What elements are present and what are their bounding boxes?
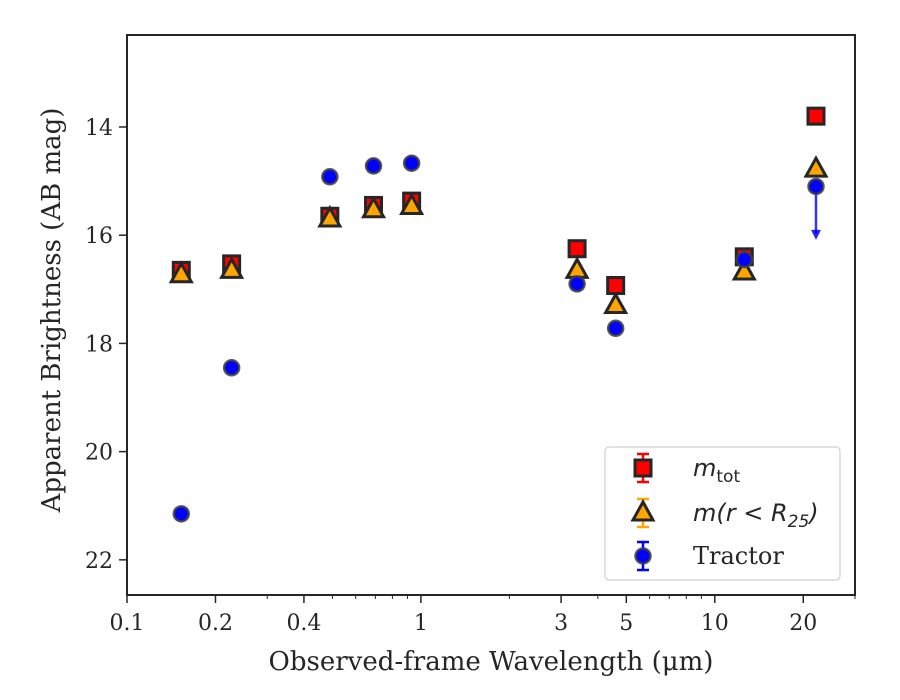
data-point	[606, 319, 625, 338]
data-point	[807, 177, 825, 240]
y-tick-label: 16	[85, 224, 113, 249]
x-tick-label: 0.1	[110, 611, 145, 636]
legend: mtot m(r < R25) Tractor	[604, 446, 841, 581]
legend-label: mtot	[693, 454, 740, 487]
marker-square	[567, 239, 587, 259]
marker-circle	[222, 359, 241, 377]
y-tick-label: 18	[85, 332, 113, 357]
series-triangle	[168, 155, 829, 315]
series-square	[171, 106, 826, 296]
marker-circle	[321, 168, 339, 186]
marker-triangle	[360, 195, 387, 219]
marker-circle	[172, 505, 191, 523]
marker-triangle	[564, 256, 590, 279]
marker-square	[606, 276, 626, 296]
marker-circle	[364, 157, 383, 175]
marker-square	[633, 458, 653, 478]
legend-entry: mtot	[633, 452, 740, 487]
marker-triangle	[219, 256, 245, 279]
data-point	[731, 257, 757, 281]
data-point	[806, 106, 826, 126]
marker-triangle	[731, 257, 757, 281]
marker-circle	[634, 547, 652, 565]
data-point	[317, 204, 343, 228]
data-point	[603, 291, 629, 315]
marker-circle	[606, 319, 625, 338]
data-point	[567, 239, 587, 259]
y-axis-title: Apparent Brightness (AB mag)	[37, 108, 67, 514]
x-axis-title: Observed-frame Wavelength (μm)	[269, 647, 714, 677]
marker-triangle	[630, 498, 656, 522]
x-tick-label: 3	[554, 611, 568, 636]
data-point	[222, 359, 241, 377]
data-point	[735, 250, 754, 269]
marker-triangle	[399, 192, 425, 216]
upper-limit-arrowhead	[810, 229, 821, 240]
data-point	[360, 195, 387, 219]
marker-square	[806, 106, 826, 126]
data-point	[172, 505, 191, 523]
y-tick-label: 14	[85, 116, 113, 141]
marker-triangle	[603, 291, 629, 315]
plot-frame	[126, 34, 856, 596]
x-tick-label: 1	[414, 611, 428, 636]
marker-triangle	[803, 155, 829, 178]
marker-circle	[568, 275, 586, 293]
marker-circle	[807, 177, 825, 196]
data-point	[606, 276, 626, 296]
data-point	[364, 157, 383, 175]
data-marks	[168, 106, 829, 523]
plot-area	[126, 34, 856, 596]
legend-entry: Tractor	[634, 540, 784, 572]
legend-label: m(r < R25)	[693, 499, 819, 532]
y-tick-label: 20	[85, 441, 113, 466]
legend-label: Tractor	[693, 542, 784, 570]
data-point	[564, 256, 590, 279]
x-tick-label: 5	[619, 611, 633, 636]
marker-circle	[735, 250, 754, 269]
legend-box	[604, 446, 841, 581]
marker-triangle	[317, 204, 343, 228]
y-axis: 14 16 18 20 22	[85, 116, 127, 574]
data-point	[219, 256, 245, 279]
y-tick-label: 22	[85, 549, 113, 574]
data-point	[168, 260, 194, 284]
x-tick-label: 20	[789, 611, 817, 636]
data-point	[803, 155, 829, 178]
data-point	[568, 275, 586, 293]
x-tick-label: 0.4	[286, 611, 321, 636]
series-circle	[172, 154, 825, 523]
legend-entry: m(r < R25)	[630, 497, 819, 532]
data-point	[321, 168, 339, 186]
marker-circle	[402, 154, 421, 172]
data-point	[399, 192, 425, 216]
x-tick-label: 0.2	[198, 611, 233, 636]
x-axis: 0.1 0.2 0.4 1 3 5 10 20	[110, 595, 856, 636]
data-point	[402, 154, 421, 172]
marker-triangle	[168, 260, 194, 284]
x-tick-label: 10	[701, 611, 729, 636]
